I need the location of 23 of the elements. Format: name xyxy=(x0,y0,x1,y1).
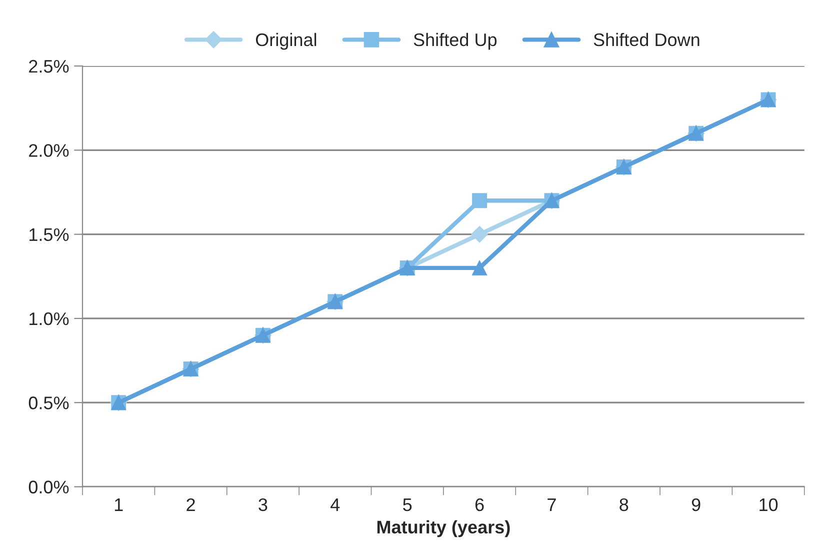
point xyxy=(472,193,487,208)
x-tick-label: 5 xyxy=(403,498,412,512)
y-tick-label: 1.0% xyxy=(30,312,69,326)
x-tick-label: 1 xyxy=(114,498,123,511)
y-tick-label: 0.5% xyxy=(28,396,69,410)
x-tick-label: 9 xyxy=(692,498,700,512)
x-tick-label: 8 xyxy=(620,498,628,512)
x-tick-label: 7 xyxy=(548,498,556,511)
x-tick-label: 10 xyxy=(760,498,778,512)
x-tick-label: 4 xyxy=(330,498,340,511)
y-tick-label: 2.5% xyxy=(29,60,69,73)
legend-label: Shifted Up xyxy=(414,32,497,50)
legend-label: Shifted Down xyxy=(594,32,700,46)
point xyxy=(471,226,488,243)
x-axis-title: Maturity (years) xyxy=(377,520,510,538)
x-tick-label: 6 xyxy=(475,498,484,512)
point xyxy=(472,260,487,276)
legend-label: Original xyxy=(256,32,316,50)
y-tick-label: 2.0% xyxy=(29,144,69,157)
x-tick-label: 2 xyxy=(186,498,195,511)
y-tick-label: 1.5% xyxy=(30,228,69,242)
y-tick-label: 0.0% xyxy=(28,480,69,494)
x-tick-label: 3 xyxy=(258,498,268,512)
